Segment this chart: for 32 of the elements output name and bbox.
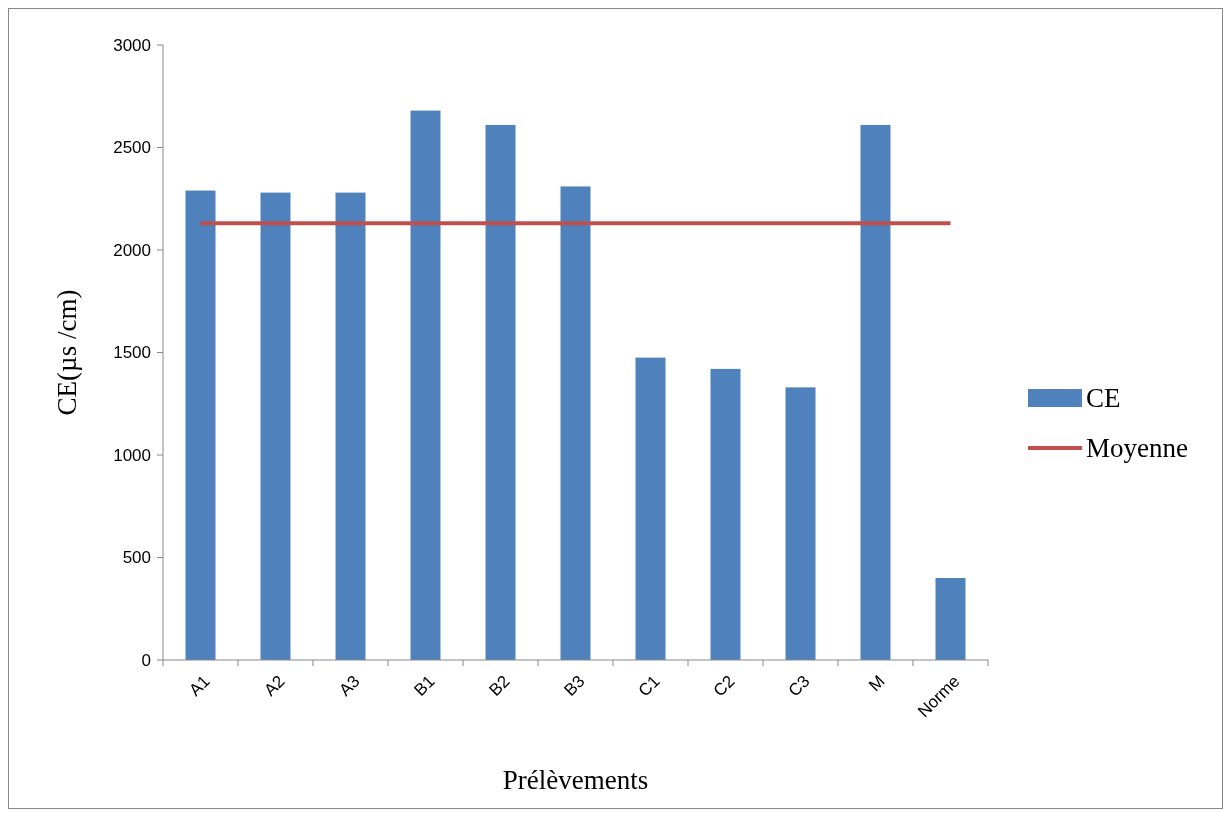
x-tick-label: C3 — [784, 671, 814, 701]
x-tick-label: A1 — [185, 671, 214, 700]
x-tick-label: C2 — [709, 671, 739, 701]
x-axis-title: Prélèvements — [502, 765, 649, 795]
bar — [635, 357, 666, 660]
y-tick-label: 3000 — [113, 35, 151, 55]
bar — [560, 186, 591, 660]
x-tick-label: B2 — [485, 671, 514, 700]
bar — [785, 387, 816, 660]
legend-label: Moyenne — [1086, 433, 1188, 464]
bar — [185, 190, 216, 660]
x-tick-label: A3 — [335, 671, 364, 700]
bar — [485, 124, 516, 660]
bar — [335, 192, 366, 660]
x-tick-label: B1 — [410, 671, 439, 700]
x-tick-label: A2 — [260, 671, 289, 700]
bar — [410, 110, 441, 660]
x-tick-label: B3 — [560, 671, 589, 700]
bar — [860, 124, 891, 660]
bar — [935, 578, 966, 660]
y-tick-label: 1000 — [113, 445, 151, 465]
y-tick-label: 500 — [122, 548, 151, 568]
x-tick-label: C1 — [634, 671, 664, 701]
y-tick-label: 2500 — [113, 138, 151, 158]
y-tick-label: 2000 — [113, 240, 151, 260]
x-tick-label: M — [865, 671, 889, 696]
bar — [260, 192, 291, 660]
bar — [710, 368, 741, 660]
y-axis-title: CE(µs /cm) — [52, 289, 82, 416]
y-tick-label: 0 — [141, 650, 151, 670]
legend-label: CE — [1086, 383, 1121, 414]
y-tick-label: 1500 — [113, 343, 151, 363]
